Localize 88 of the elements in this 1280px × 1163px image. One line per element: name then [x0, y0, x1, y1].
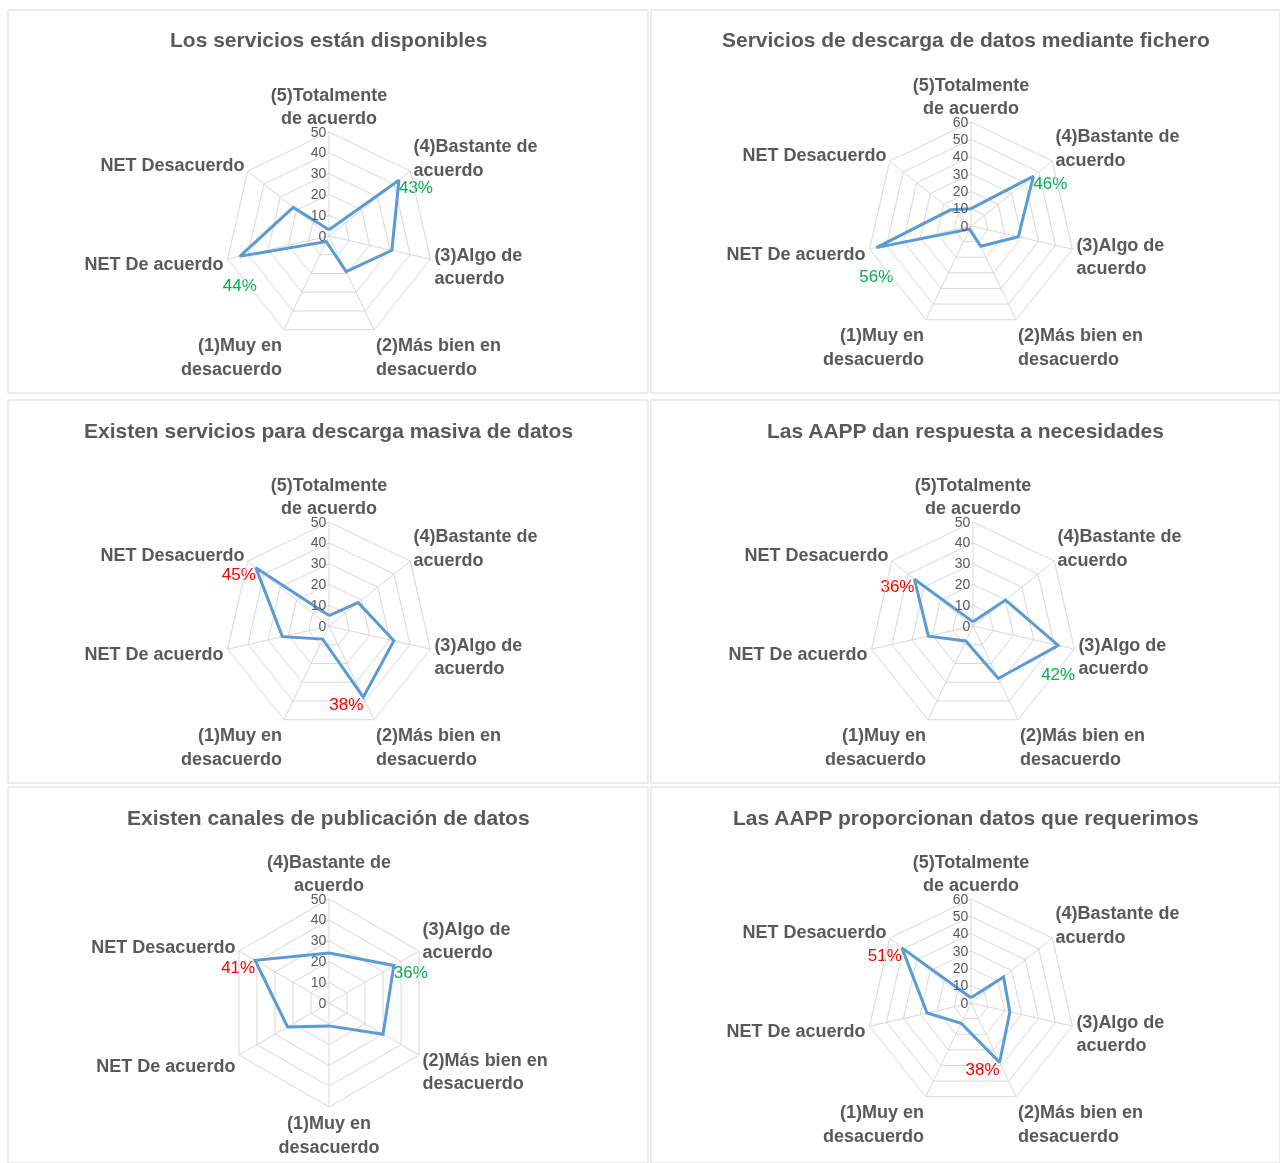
y-tick-label: 30 [952, 942, 969, 959]
spoke-label: (2)Más bien en desacuerdo [1017, 1102, 1143, 1146]
data-label: 38% [965, 1060, 1000, 1080]
spoke-label: NET De acuerdo [84, 254, 224, 275]
spoke-label: (1)Muy en desacuerdo [823, 1102, 925, 1146]
y-tick-label: 0 [960, 994, 969, 1011]
y-tick-label: 0 [318, 617, 327, 634]
spoke-label: NET Desacuerdo [91, 936, 236, 957]
spoke-label: (3)Algo de acuerdo [1078, 635, 1167, 679]
y-tick-label: 60 [952, 113, 969, 130]
y-tick-label: 20 [310, 185, 327, 202]
y-tick-label: 40 [310, 534, 327, 551]
spoke-label: (4)Bastante de acuerdo [1055, 126, 1180, 170]
y-tick-label: 20 [310, 952, 327, 969]
data-label: 56% [859, 267, 894, 287]
y-tick-label: 10 [954, 596, 971, 613]
chart-title: Existen servicios para descarga masiva de datos [84, 419, 574, 442]
spoke-label: (3)Algo de acuerdo [434, 635, 523, 679]
spoke-label: (2)Más bien en desacuerdo [375, 335, 501, 379]
y-tick-label: 50 [952, 130, 969, 147]
spoke-label: (1)Muy en desacuerdo [181, 335, 283, 379]
spoke-label: (3)Algo de acuerdo [1076, 235, 1165, 279]
spoke-label: (4)Bastante de acuerdo [1057, 526, 1182, 570]
spoke-label: (4)Bastante de acuerdo [413, 136, 538, 180]
spoke-label: NET De acuerdo [728, 644, 868, 665]
spoke-label: (3)Algo de acuerdo [1076, 1012, 1165, 1056]
y-tick-label: 20 [954, 575, 971, 592]
spoke-label: (2)Más bien en desacuerdo [1017, 325, 1143, 369]
y-tick-label: 40 [310, 911, 327, 928]
y-tick-label: 0 [962, 617, 971, 634]
y-tick-label: 50 [952, 907, 969, 924]
y-tick-label: 40 [952, 925, 969, 942]
y-tick-label: 20 [952, 959, 969, 976]
y-tick-label: 40 [952, 148, 969, 165]
data-label: 42% [1041, 665, 1076, 685]
y-tick-label: 10 [952, 977, 969, 994]
spoke-label: NET Desacuerdo [742, 145, 887, 166]
chart-title: Los servicios están disponibles [170, 28, 488, 51]
spoke-label: (2)Más bien en desacuerdo [375, 725, 501, 769]
spoke-label: (2)Más bien en desacuerdo [1019, 725, 1145, 769]
spoke-label: (3)Algo de acuerdo [422, 919, 511, 963]
spoke-label: NET De acuerdo [84, 644, 224, 665]
data-label: 36% [880, 577, 915, 597]
spoke-label: (1)Muy en desacuerdo [823, 325, 925, 369]
chart-title: Servicios de descarga de datos mediante fichero [722, 28, 1210, 51]
y-tick-label: 30 [310, 165, 327, 182]
spoke-label: (4)Bastante de acuerdo [413, 526, 538, 570]
y-tick-label: 40 [310, 144, 327, 161]
spoke-label: (4)Bastante de acuerdo [1055, 903, 1180, 947]
spoke-label: NET De acuerdo [96, 1055, 236, 1076]
y-tick-label: 20 [310, 575, 327, 592]
y-tick-label: 50 [310, 513, 327, 530]
data-label: 36% [393, 963, 428, 983]
y-tick-label: 0 [318, 994, 327, 1011]
y-tick-label: 0 [318, 227, 327, 244]
y-tick-label: 30 [310, 932, 327, 949]
y-tick-label: 50 [954, 513, 971, 530]
y-tick-label: 10 [310, 206, 327, 223]
spoke-label: NET De acuerdo [726, 1021, 866, 1042]
spoke-label: (1)Muy en desacuerdo [181, 725, 283, 769]
y-tick-label: 10 [310, 973, 327, 990]
y-tick-label: 30 [952, 165, 969, 182]
data-label: 44% [222, 276, 257, 296]
spoke-label: (2)Más bien en desacuerdo [422, 1049, 548, 1094]
y-tick-label: 40 [954, 534, 971, 551]
spoke-label: (1)Muy en desacuerdo [278, 1113, 380, 1157]
chart-title: Las AAPP proporcionan datos que requerimos [733, 806, 1199, 829]
spoke-label: (1)Muy en desacuerdo [825, 725, 927, 769]
data-label: 45% [221, 565, 256, 585]
spoke-label: (3)Algo de acuerdo [434, 245, 523, 289]
y-tick-label: 30 [954, 555, 971, 572]
y-tick-label: 50 [310, 123, 327, 140]
spoke-label: NET Desacuerdo [100, 155, 245, 176]
data-label: 51% [867, 945, 902, 965]
chart-title: Las AAPP dan respuesta a necesidades [767, 419, 1164, 442]
spoke-label: NET Desacuerdo [100, 545, 245, 566]
data-label: 38% [329, 694, 364, 714]
y-tick-label: 50 [310, 890, 327, 907]
data-label: 41% [221, 958, 256, 978]
spoke-label: NET De acuerdo [726, 244, 866, 265]
data-label: 43% [398, 177, 433, 197]
spoke-label: NET Desacuerdo [742, 922, 887, 943]
y-tick-label: 20 [952, 182, 969, 199]
data-label: 46% [1033, 174, 1068, 194]
y-tick-label: 30 [310, 555, 327, 572]
y-tick-label: 60 [952, 890, 969, 907]
chart-title: Existen canales de publicación de datos [127, 806, 530, 829]
spoke-label: NET Desacuerdo [744, 545, 889, 566]
